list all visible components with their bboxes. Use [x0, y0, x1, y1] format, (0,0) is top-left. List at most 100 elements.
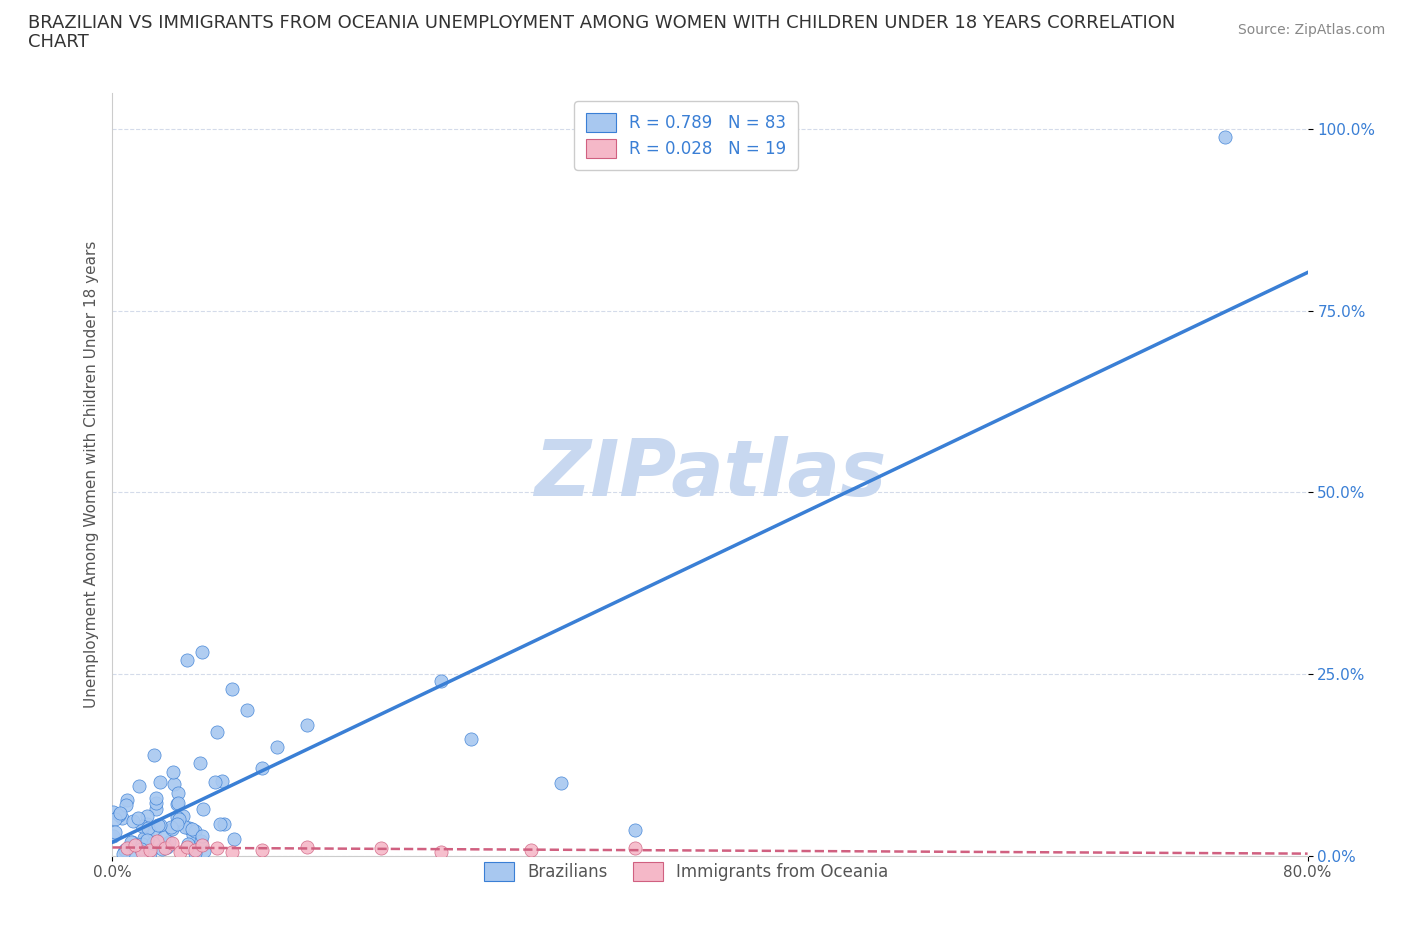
Point — [139, 845, 162, 860]
Point — [103, 829, 125, 844]
Point — [128, 778, 150, 793]
Point — [181, 821, 204, 836]
Legend: Brazilians, Immigrants from Oceania: Brazilians, Immigrants from Oceania — [472, 850, 900, 893]
Point — [166, 786, 188, 801]
Point — [122, 848, 145, 863]
Point — [176, 840, 198, 855]
Point — [131, 819, 153, 834]
Point — [236, 703, 259, 718]
Point — [162, 764, 184, 779]
Point — [114, 843, 136, 857]
Point — [145, 791, 167, 806]
Point — [250, 843, 273, 857]
Point — [169, 844, 191, 859]
Point — [163, 777, 186, 791]
Point — [104, 825, 127, 840]
Point — [149, 817, 172, 832]
Point — [135, 832, 157, 847]
Text: CHART: CHART — [28, 33, 89, 50]
Text: ZIPatlas: ZIPatlas — [534, 436, 886, 512]
Point — [131, 844, 153, 859]
Point — [191, 837, 214, 852]
Y-axis label: Unemployment Among Women with Children Under 18 years: Unemployment Among Women with Children U… — [83, 241, 98, 708]
Point — [160, 821, 183, 836]
Point — [184, 845, 207, 860]
Point — [108, 805, 131, 820]
Point — [162, 835, 183, 850]
Point — [160, 820, 183, 835]
Point — [221, 844, 243, 859]
Point — [136, 817, 159, 831]
Point — [156, 840, 179, 855]
Point — [145, 795, 167, 810]
Point — [129, 842, 152, 857]
Point — [149, 775, 172, 790]
Point — [193, 802, 215, 817]
Point — [221, 681, 243, 696]
Point — [142, 826, 165, 841]
Point — [208, 817, 231, 831]
Point — [122, 814, 145, 829]
Point — [132, 833, 155, 848]
Point — [112, 846, 135, 861]
Point — [136, 820, 159, 835]
Point — [145, 801, 167, 816]
Point — [136, 809, 159, 824]
Point — [167, 795, 190, 810]
Point — [177, 820, 200, 835]
Point — [460, 732, 482, 747]
Text: Source: ZipAtlas.com: Source: ZipAtlas.com — [1237, 23, 1385, 37]
Point — [370, 841, 392, 856]
Point — [101, 804, 124, 819]
Text: BRAZILIAN VS IMMIGRANTS FROM OCEANIA UNEMPLOYMENT AMONG WOMEN WITH CHILDREN UNDE: BRAZILIAN VS IMMIGRANTS FROM OCEANIA UNE… — [28, 14, 1175, 32]
Point — [624, 823, 647, 838]
Point — [108, 807, 131, 822]
Point — [166, 796, 188, 811]
Point — [205, 724, 228, 739]
Point — [114, 843, 136, 857]
Point — [150, 842, 173, 857]
Point — [430, 844, 453, 859]
Point — [117, 841, 139, 856]
Point — [520, 843, 543, 857]
Point — [183, 828, 205, 843]
Point — [167, 812, 190, 827]
Point — [212, 817, 235, 831]
Point — [191, 829, 214, 844]
Point — [174, 819, 197, 834]
Point — [166, 817, 188, 831]
Point — [176, 836, 198, 851]
Point — [136, 826, 159, 841]
Point — [176, 652, 198, 667]
Point — [222, 831, 245, 846]
Point — [184, 824, 207, 839]
Point — [142, 748, 165, 763]
Point — [153, 841, 176, 856]
Point — [191, 644, 214, 659]
Point — [142, 835, 165, 850]
Point — [166, 809, 188, 824]
Point — [211, 774, 233, 789]
Point — [1215, 129, 1237, 144]
Point — [139, 843, 162, 857]
Point — [550, 776, 572, 790]
Point — [131, 836, 153, 851]
Point — [111, 811, 134, 826]
Point — [153, 829, 176, 844]
Point — [115, 792, 138, 807]
Point — [115, 797, 138, 812]
Point — [183, 843, 205, 857]
Point — [146, 817, 169, 832]
Point — [266, 739, 288, 754]
Point — [204, 774, 226, 789]
Point — [205, 841, 228, 856]
Point — [157, 835, 180, 850]
Point — [127, 810, 149, 825]
Point — [295, 840, 318, 855]
Point — [104, 812, 127, 827]
Point — [190, 833, 212, 848]
Point — [146, 833, 169, 848]
Point — [295, 717, 318, 732]
Point — [430, 674, 453, 689]
Point — [120, 834, 142, 849]
